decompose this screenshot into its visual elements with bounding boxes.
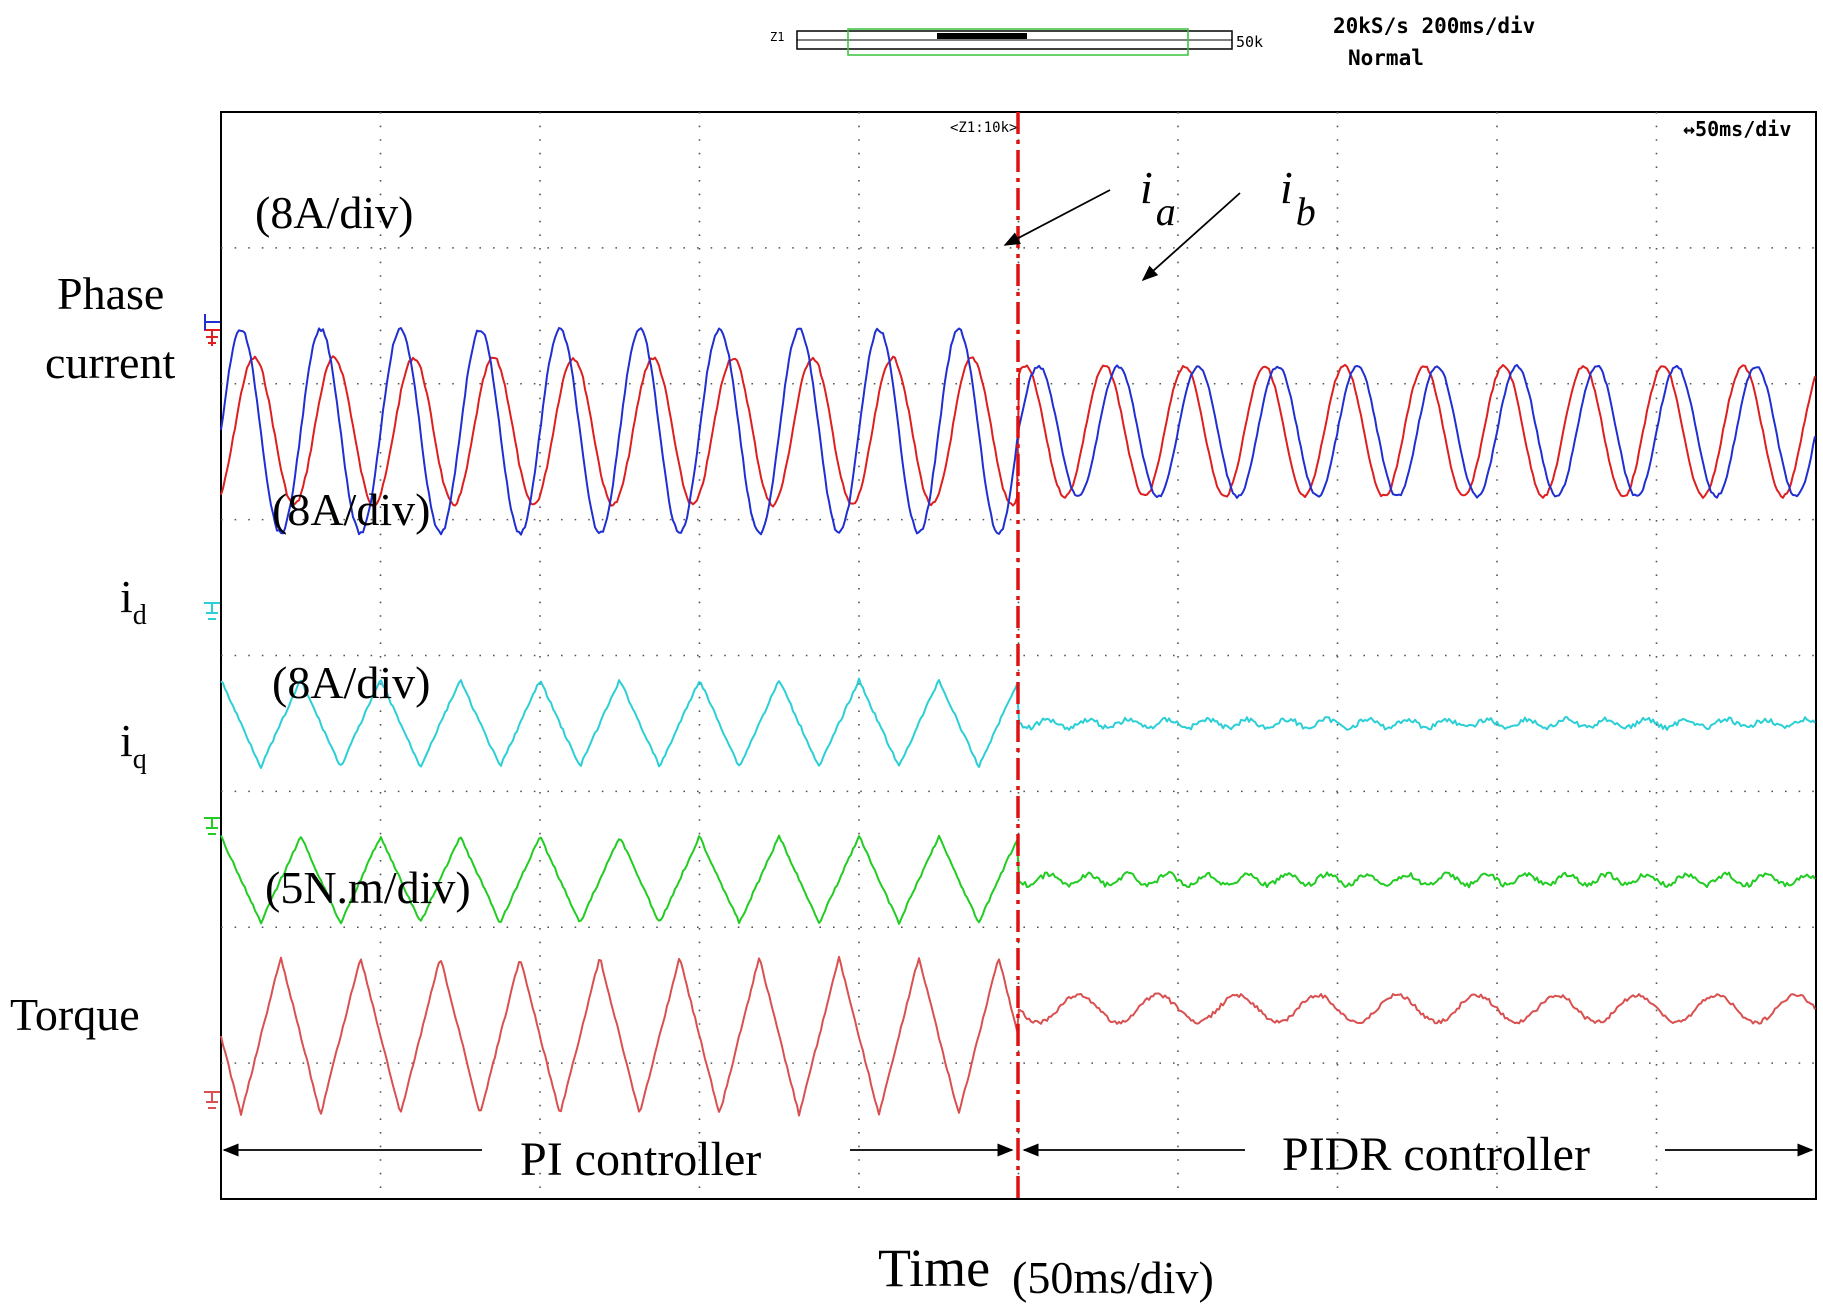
timebase-readout: ↔50ms/div xyxy=(1683,117,1791,141)
ia-arrow xyxy=(1003,189,1111,246)
zoom-ratio-readout: <Z1:10k> xyxy=(950,120,1017,136)
id-scale: (8A/div) xyxy=(272,484,430,535)
ib-arrow xyxy=(1141,192,1241,282)
torque-label: Torque xyxy=(10,989,140,1040)
torque-scale: (5N.m/div) xyxy=(265,862,471,913)
sample-rate-readout: 20kS/s 200ms/div xyxy=(1333,14,1535,38)
ground-markers xyxy=(204,314,220,1109)
iq-trace xyxy=(220,834,1816,925)
pi-controller-label: PI controller xyxy=(520,1133,761,1186)
x-axis-unit: (50ms/div) xyxy=(1012,1252,1214,1303)
trigger-mode-readout: Normal xyxy=(1348,46,1424,70)
pidr-controller-label: PIDR controller xyxy=(1282,1128,1590,1181)
ia-annotation: ia xyxy=(1140,162,1176,234)
phase-current-label-line1: Phase xyxy=(57,268,164,319)
phase-ground-marker xyxy=(204,314,220,346)
iq-ground-marker xyxy=(204,817,220,835)
zoom-indicator: Z1 50k xyxy=(770,28,1263,56)
iq-scale: (8A/div) xyxy=(272,657,430,708)
x-axis-label: Time xyxy=(878,1238,990,1298)
iq-label: iq xyxy=(120,715,147,775)
zoom-left-label: Z1 xyxy=(770,30,784,44)
id-label: id xyxy=(120,571,147,631)
phase-current-label-line2: current xyxy=(45,337,175,388)
id-ground-marker xyxy=(204,602,220,620)
torque-trace xyxy=(220,955,1816,1117)
ib-annotation: ib xyxy=(1280,162,1316,234)
torque-ground-marker xyxy=(204,1091,220,1109)
phase-current-scale: (8A/div) xyxy=(255,187,413,238)
zoom-right-label: 50k xyxy=(1236,33,1263,51)
